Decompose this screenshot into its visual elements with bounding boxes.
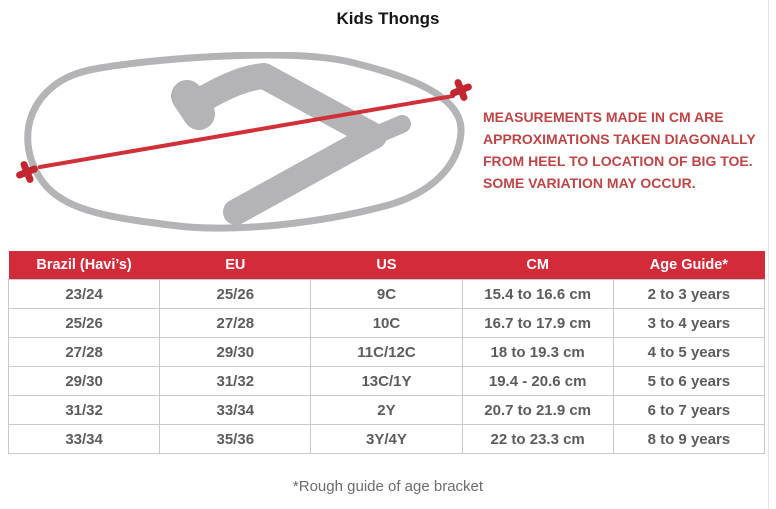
cell-eu: 31/32 [159,366,312,396]
cell-age: 6 to 7 years [612,395,766,425]
cell-brazil: 23/24 [7,279,161,309]
toe-x-marker-icon [450,79,472,101]
cell-brazil: 29/30 [7,366,161,396]
size-table-header-row: Brazil (Havi’s) EU US CM Age Guide* [8,251,765,280]
page-title: Kids Thongs [336,9,440,28]
measurement-note-line: SOME VARIATION MAY OCCUR. [483,175,696,191]
header-eu: EU [159,251,311,280]
header-brazil: Brazil (Havi’s) [8,251,160,280]
cell-cm: 16.7 to 17.9 cm [461,308,614,338]
cell-age: 5 to 6 years [612,366,766,396]
cell-cm: 15.4 to 16.6 cm [461,279,614,309]
table-row: 27/28 29/30 11C/12C 18 to 19.3 cm 4 to 5… [7,337,766,367]
heel-x-marker-icon [16,161,38,183]
flip-flop-illustration [16,52,472,232]
cell-age: 2 to 3 years [612,279,766,309]
cell-eu: 27/28 [159,308,312,338]
table-row: 31/32 33/34 2Y 20.7 to 21.9 cm 6 to 7 ye… [7,395,766,425]
table-row: 33/34 35/36 3Y/4Y 22 to 23.3 cm 8 to 9 y… [7,424,766,454]
cell-brazil: 25/26 [7,308,161,338]
cell-cm: 20.7 to 21.9 cm [461,395,614,425]
cell-eu: 25/26 [159,279,312,309]
age-bracket-footnote: *Rough guide of age bracket [292,478,484,495]
cell-us: 3Y/4Y [310,424,463,454]
cell-us: 11C/12C [310,337,463,367]
cell-age: 8 to 9 years [612,424,766,454]
measurement-note-line: MEASUREMENTS MADE IN CM ARE [483,109,724,125]
cell-brazil: 31/32 [7,395,161,425]
cell-us: 9C [310,279,463,309]
header-age-guide: Age Guide* [613,251,765,280]
cell-brazil: 27/28 [7,337,161,367]
header-cm: CM [462,251,614,280]
cell-us: 13C/1Y [310,366,463,396]
cell-age: 3 to 4 years [612,308,766,338]
measurement-note: MEASUREMENTS MADE IN CM ARE APPROXIMATIO… [483,106,773,194]
table-row: 25/26 27/28 10C 16.7 to 17.9 cm 3 to 4 y… [7,308,766,338]
cell-cm: 18 to 19.3 cm [461,337,614,367]
table-row: 23/24 25/26 9C 15.4 to 16.6 cm 2 to 3 ye… [7,279,766,309]
cell-eu: 35/36 [159,424,312,454]
cell-cm: 19.4 - 20.6 cm [461,366,614,396]
header-us: US [310,251,463,280]
cell-eu: 33/34 [159,395,312,425]
measurement-note-line: APPROXIMATIONS TAKEN DIAGONALLY [483,131,756,147]
cell-us: 10C [310,308,463,338]
thong-sole-outline [24,52,465,232]
table-row: 29/30 31/32 13C/1Y 19.4 - 20.6 cm 5 to 6… [7,366,766,396]
size-table: Brazil (Havi’s) EU US CM Age Guide* 23/2… [7,251,766,454]
cell-us: 2Y [310,395,463,425]
measurement-line-icon [38,94,455,169]
cell-brazil: 33/34 [7,424,161,454]
cell-age: 4 to 5 years [612,337,766,367]
page-right-edge-divider [768,0,769,509]
cell-cm: 22 to 23.3 cm [461,424,614,454]
measurement-note-line: FROM HEEL TO LOCATION OF BIG TOE. [483,153,753,169]
thong-strap [179,63,387,225]
cell-eu: 29/30 [159,337,312,367]
strap-stub-icon [365,115,411,145]
